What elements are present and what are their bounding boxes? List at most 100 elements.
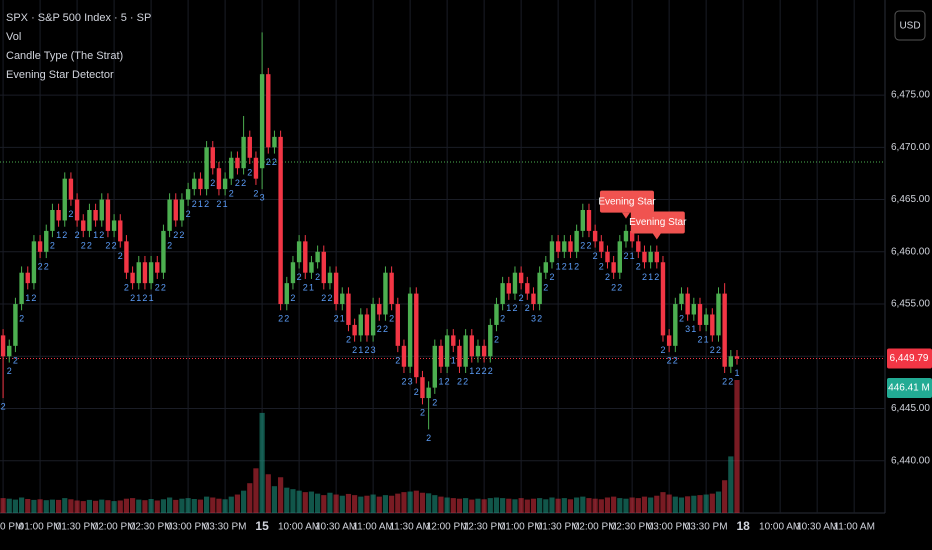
volume-bar <box>376 496 382 513</box>
strat-label: 2 <box>426 433 431 443</box>
candle-body <box>475 345 481 357</box>
candle-body <box>685 293 690 315</box>
candle-body <box>81 220 86 231</box>
candle-body <box>488 324 493 357</box>
currency-button[interactable] <box>894 10 926 41</box>
volume-bar <box>55 499 62 513</box>
strat-label: 1 <box>451 355 456 365</box>
currency-label[interactable]: USD <box>899 21 920 32</box>
strat-label: 2 <box>44 261 49 271</box>
candle-body <box>407 293 413 367</box>
last-volume-badge <box>887 378 932 399</box>
strat-label: 2 <box>50 241 55 251</box>
candle-body <box>703 314 709 325</box>
strat-label: 2 <box>62 230 67 240</box>
strat-label: 1 <box>556 261 561 271</box>
strat-label: 2 <box>278 314 283 324</box>
candle-body <box>481 345 487 357</box>
strat-label: 2 <box>383 324 388 334</box>
volume-bar <box>284 487 290 513</box>
strat-label: 2 <box>580 241 585 251</box>
volume-bar <box>524 499 530 513</box>
candle-body <box>44 230 49 252</box>
candle-body <box>660 262 666 336</box>
candle-body <box>179 199 185 221</box>
strat-label: 1 <box>630 251 635 261</box>
annotation-pointer <box>621 212 630 219</box>
strat-label: 1 <box>704 335 709 345</box>
candle-body <box>50 210 55 231</box>
strat-label: 2 <box>574 261 579 271</box>
volume-bar <box>703 494 709 513</box>
candle-body <box>266 74 271 148</box>
candle-body <box>629 230 635 242</box>
volume-bar <box>136 499 142 513</box>
strat-label: 2 <box>593 251 598 261</box>
candle-body <box>673 304 678 346</box>
candle-body <box>716 293 721 336</box>
volume-bar <box>512 499 518 513</box>
y-tick-label: 6,455.00 <box>891 299 930 310</box>
x-tick-label: 10:30 AM <box>796 522 838 533</box>
volume-bar <box>438 496 444 513</box>
y-tick-label: 6,475.00 <box>891 90 930 101</box>
candle-body <box>555 241 561 252</box>
candle-body <box>623 230 629 242</box>
strat-label: 2 <box>1 401 6 411</box>
candle-body <box>457 345 462 367</box>
candle-body <box>93 210 98 221</box>
strat-label: 2 <box>364 345 369 355</box>
candle-body <box>333 272 339 305</box>
candle-body <box>352 324 357 336</box>
volume-bar <box>0 498 6 513</box>
strat-label: 2 <box>112 241 117 251</box>
candle-body <box>56 210 61 221</box>
volume-bar <box>105 500 111 513</box>
candle-body <box>518 272 524 284</box>
last-price-badge <box>887 348 932 369</box>
strat-label: 2 <box>389 314 394 324</box>
candle-body <box>432 345 437 388</box>
x-tick-label: 12:30 PM <box>463 522 506 533</box>
volume-bar <box>179 498 185 513</box>
candle-body <box>173 199 178 221</box>
strat-label: 2 <box>161 282 166 292</box>
candle-body <box>370 304 376 336</box>
candle-body <box>155 262 160 273</box>
volume-bar <box>204 496 210 513</box>
candle-body <box>395 304 400 346</box>
strat-label: 2 <box>432 397 437 407</box>
candle-body <box>124 241 129 273</box>
volume-bar <box>537 498 543 513</box>
strat-label: 2 <box>235 178 240 188</box>
x-tick-label: 02:30 PM <box>611 522 654 533</box>
candle-body <box>599 241 604 252</box>
candle-body <box>389 272 394 305</box>
volume-bar <box>234 494 241 513</box>
strat-label: 2 <box>266 157 271 167</box>
volume-bar <box>444 497 450 513</box>
strat-label: 2 <box>494 335 499 345</box>
volume-bar <box>728 456 734 513</box>
volume-bar <box>580 496 586 513</box>
strat-label: 2 <box>500 314 505 324</box>
candle-body <box>0 335 6 357</box>
candle-body <box>401 345 407 367</box>
volume-bar <box>290 489 296 513</box>
candle-body <box>31 241 37 284</box>
x-tick-label: 01:00 PM <box>500 522 543 533</box>
volume-bar <box>154 500 160 513</box>
strat-label: 2 <box>346 335 351 345</box>
volume-bar <box>401 492 407 513</box>
x-tick-label: 11:00 AM <box>352 522 394 533</box>
volume-bar <box>469 499 475 513</box>
strat-label: 2 <box>87 241 92 251</box>
strat-label: 2 <box>636 261 641 271</box>
candle-body <box>62 178 67 221</box>
annotation-label: Evening Star <box>629 217 687 228</box>
candle-body <box>346 293 351 325</box>
strat-label: 1 <box>93 230 98 240</box>
candle-body <box>506 283 511 294</box>
strat-label: 2 <box>105 241 110 251</box>
indicator-label: Candle Type (The Strat) <box>6 50 123 62</box>
